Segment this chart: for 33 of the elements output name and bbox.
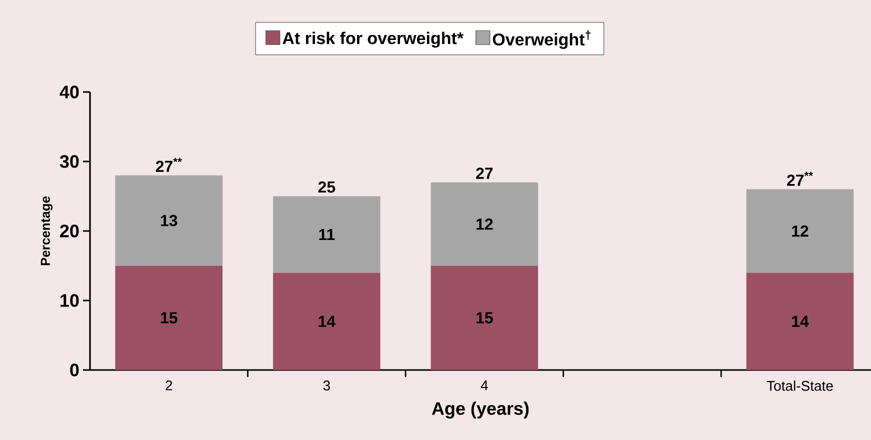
data-label: 12 [792,225,808,237]
y-tick-label: 30 [60,155,79,168]
bar [273,196,380,273]
data-label: 12 [476,218,493,230]
bar [273,272,380,370]
bar [430,182,538,266]
bar [115,266,223,370]
x-axis-title: Age (years) [432,402,529,419]
y-tick-label: 10 [60,294,79,307]
bar [430,266,538,370]
bar [115,175,223,266]
total-label: 27$^{**}$ [787,172,813,186]
bar [746,272,854,370]
y-tick-label: 0 [70,364,79,376]
data-label: 14 [792,316,809,327]
data-label: 15 [160,312,178,324]
x-tick-label: 4 [480,380,488,390]
legend-label: Overweight$^{†}$ [492,30,591,49]
y-axis-title: Percentage [40,196,53,266]
total-label: 27 [476,168,493,179]
y-tick-label: 20 [60,224,79,238]
legend-label: At risk for overweight* [282,32,464,48]
data-label: 11 [319,228,335,240]
x-tick-label: 3 [323,380,330,390]
x-tick-label: Total-State [766,380,833,391]
y-tick-label: 40 [60,86,79,98]
total-label: 25 [318,181,336,193]
total-label: 27$^{**}$ [156,158,182,172]
data-label: 13 [160,214,178,226]
bar [746,189,854,273]
data-label: 15 [476,312,493,324]
x-tick-label: 2 [166,380,172,390]
data-label: 14 [318,316,336,327]
